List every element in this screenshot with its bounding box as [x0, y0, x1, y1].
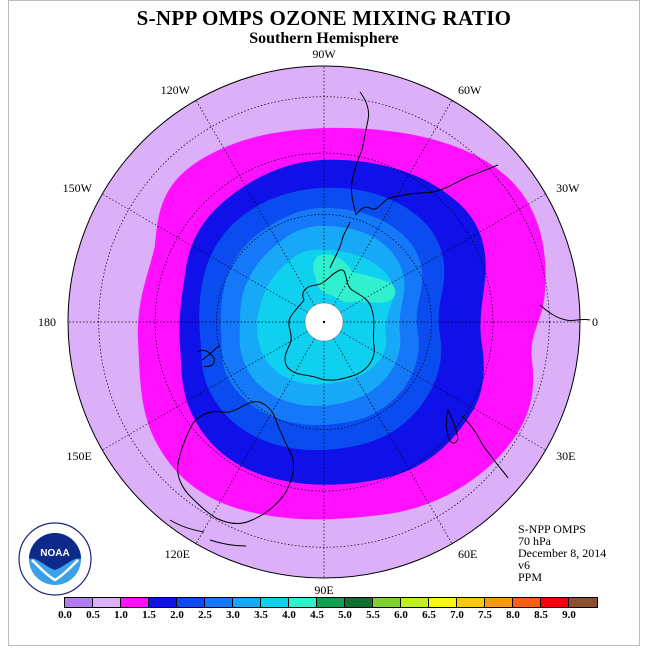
colorbar-tick-label: 4.0: [282, 609, 296, 621]
meridian-line: [102, 193, 308, 313]
colorbar-tick-label: 5.0: [338, 609, 352, 621]
colorbar-swatch: [261, 598, 289, 607]
colorbar-swatch: [233, 598, 261, 607]
longitude-label: 120E: [165, 547, 190, 561]
latitude-circle: [154, 152, 494, 492]
instrument-label: S-NPP OMPS: [518, 522, 586, 536]
noaa-logo: NOAA: [18, 522, 92, 596]
meridian-line: [333, 338, 453, 544]
colorbar-swatch: [345, 598, 373, 607]
colorbar: [64, 597, 598, 608]
longitude-label: 150W: [63, 181, 93, 195]
antarctica-coastline: [284, 269, 375, 381]
colorbar-tick-label: 1.0: [114, 609, 128, 621]
meridian-line: [340, 193, 546, 313]
colorbar-swatch: [457, 598, 485, 607]
south-america-coastline: [351, 91, 499, 216]
meridian-line: [102, 331, 308, 451]
colorbar-tick-label: 6.5: [422, 609, 436, 621]
colorbar-tick-label: 1.5: [142, 609, 156, 621]
colorbar-ticks: 0.0 0.5 1.0 1.5 2.0 2.5 3.0 3.5 4.0 4.5 5.0 5.5 6.0 6…: [0, 609, 648, 627]
colorbar-swatch: [205, 598, 233, 607]
longitude-label: 120W: [161, 83, 191, 97]
colorbar-swatch: [317, 598, 345, 607]
colorbar-tick-label: 0.5: [86, 609, 100, 621]
longitude-label: 60W: [458, 83, 482, 97]
latitude-circle: [98, 96, 550, 548]
colorbar-swatch: [541, 598, 569, 607]
colorbar-swatch: [149, 598, 177, 607]
longitude-label: 30W: [556, 181, 580, 195]
colorbar-tick-label: 8.0: [506, 609, 520, 621]
colorbar-swatch: [177, 598, 205, 607]
australia-coastline: [177, 401, 295, 525]
colorbar-swatch: [429, 598, 457, 607]
longitude-label: 150E: [67, 449, 92, 463]
info-block: S-NPP OMPS 70 hPa December 8, 2014 v6 PP…: [518, 523, 606, 583]
colorbar-tick-label: 3.0: [226, 609, 240, 621]
colorbar-swatch: [569, 598, 597, 607]
colorbar-swatch: [513, 598, 541, 607]
madagascar-coastline: [446, 408, 459, 444]
pressure-label: 70 hPa: [518, 534, 551, 548]
colorbar-tick-label: 2.0: [170, 609, 184, 621]
colorbar-swatch: [121, 598, 149, 607]
date-label: December 8, 2014: [518, 546, 607, 560]
new-zealand-coastline: [197, 344, 221, 367]
colorbar-swatch: [485, 598, 513, 607]
pole-center-dot: [322, 320, 326, 324]
map-title: S-NPP OMPS OZONE MIXING RATIO: [136, 6, 512, 30]
africa-east-coastline: [461, 415, 509, 479]
colorbar-tick-label: 5.5: [366, 609, 380, 621]
map-subtitle: Southern Hemisphere: [249, 30, 399, 47]
longitude-label: 90E: [314, 583, 333, 597]
colorbar-tick-label: 0.0: [58, 609, 72, 621]
antarctic-peninsula-coastline: [329, 221, 351, 269]
colorbar-tick-label: 3.5: [254, 609, 268, 621]
colorbar-swatch: [289, 598, 317, 607]
longitude-label: 0: [592, 315, 598, 329]
contour-4.0: [313, 254, 396, 303]
colorbar-tick-label: 6.0: [394, 609, 408, 621]
colorbar-swatch: [93, 598, 121, 607]
africa-coastline: [539, 304, 591, 322]
version-label: v6: [518, 558, 530, 572]
colorbar-swatch: [65, 598, 93, 607]
meridian-line: [195, 100, 315, 306]
colorbar-tick-label: 9.0: [562, 609, 576, 621]
longitude-label: 180: [38, 315, 56, 329]
longitude-label: 90W: [312, 47, 336, 61]
longitude-label: 30E: [556, 449, 575, 463]
colorbar-tick-label: 2.5: [198, 609, 212, 621]
svg-text:NOAA: NOAA: [40, 548, 69, 559]
indonesia-coastline: [169, 519, 247, 547]
meridian-line: [333, 100, 453, 306]
longitude-label: 60E: [458, 547, 477, 561]
colorbar-tick-label: 8.5: [534, 609, 548, 621]
colorbar-tick-label: 7.0: [450, 609, 464, 621]
units-label: PPM: [518, 570, 543, 584]
colorbar-swatch: [401, 598, 429, 607]
colorbar-tick-label: 4.5: [310, 609, 324, 621]
colorbar-tick-label: 7.5: [478, 609, 492, 621]
colorbar-swatch: [373, 598, 401, 607]
